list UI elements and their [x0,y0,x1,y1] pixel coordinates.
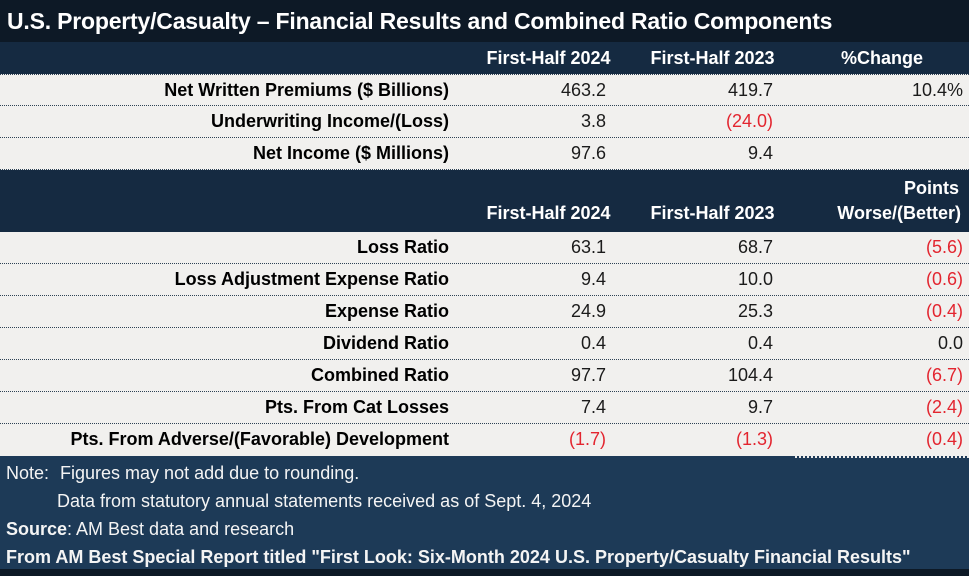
column-header-pct-change: %Change [840,48,923,68]
cell-value: (6.7) [925,365,963,385]
row-label: Dividend Ratio [322,333,449,353]
cell-value: (1.7) [568,429,606,449]
note-line: Note: Figures may not add due to rounding… [0,456,969,487]
table-row: Pts. From Cat Losses 7.4 9.7 (2.4) [0,392,969,424]
cell-value: 7.4 [580,397,606,417]
cell-value: 63.1 [570,237,606,257]
cell-value: (0.4) [925,301,963,321]
cell-value: (5.6) [925,237,963,257]
note-text: Figures may not add due to rounding. [60,463,360,483]
column-header-fh2023: First-Half 2023 [650,203,775,223]
cell-value: 10.0 [737,269,773,289]
column-header-fh2024: First-Half 2024 [486,203,611,223]
table2-header-row: First-Half 2024 First-Half 2023 Worse/(B… [0,200,969,232]
cell-value: 68.7 [737,237,773,257]
table-row: Loss Ratio 63.1 68.7 (5.6) [0,232,969,264]
cell-value: (24.0) [725,111,773,131]
source-label: Source [6,519,68,539]
table-row: Net Written Premiums ($ Billions) 463.2 … [0,74,969,106]
cell-value: 463.2 [560,80,606,100]
row-label: Loss Adjustment Expense Ratio [174,269,449,289]
column-header-worse-better: Worse/(Better) [837,203,961,223]
row-label: Loss Ratio [356,237,449,257]
header-spacer [0,200,467,232]
table-row: Dividend Ratio 0.4 0.4 0.0 [0,328,969,360]
header-spacer [0,42,467,74]
table2-header-block: Points First-Half 2024 First-Half 2023 W… [0,170,969,232]
cell-value: (0.6) [925,269,963,289]
cell-value: 0.4 [747,333,773,353]
row-label: Net Income ($ Millions) [252,143,449,163]
note-label: Note: [6,463,50,483]
table-row: Loss Adjustment Expense Ratio 9.4 10.0 (… [0,264,969,296]
row-label: Expense Ratio [324,301,449,321]
cell-value: 25.3 [737,301,773,321]
page-title: U.S. Property/Casualty – Financial Resul… [0,0,969,42]
cell-value: 97.6 [570,143,606,163]
column-header-fh2023: First-Half 2023 [650,48,775,68]
cell-value: 0.0 [937,333,963,353]
cell-value: 419.7 [727,80,773,100]
cell-value: 0.4 [580,333,606,353]
bottom-border-strip [0,569,969,576]
cell-value: 9.4 [747,143,773,163]
cell-value [795,106,969,137]
cell-value: (1.3) [735,429,773,449]
table-row: Expense Ratio 24.9 25.3 (0.4) [0,296,969,328]
row-label: Pts. From Cat Losses [264,397,449,417]
row-label: Pts. From Adverse/(Favorable) Developmen… [70,429,449,449]
cell-value: (0.4) [925,429,963,449]
table-row: Net Income ($ Millions) 97.6 9.4 [0,138,969,170]
row-label: Combined Ratio [311,365,449,385]
cell-value: 3.8 [580,111,606,131]
column-header-fh2024: First-Half 2024 [486,48,611,68]
dotted-border-segment [795,456,969,458]
cell-value [795,138,969,169]
cell-value: 24.9 [570,301,606,321]
cell-value: 9.7 [747,397,773,417]
note-line-2: Data from statutory annual statements re… [57,491,592,511]
cell-value: (2.4) [925,397,963,417]
table-row: Underwriting Income/(Loss) 3.8 (24.0) [0,106,969,138]
cell-value: 104.4 [727,365,773,385]
report-attribution-line: From AM Best Special Report titled "Firs… [6,547,911,567]
cell-value: 97.7 [570,365,606,385]
table-row: Combined Ratio 97.7 104.4 (6.7) [0,360,969,392]
footer-notes: Note: Figures may not add due to rounding… [0,456,969,576]
table1-header-row: First-Half 2024 First-Half 2023 %Change [0,42,969,74]
source-line: Source: AM Best data and research [0,515,969,543]
row-label: Underwriting Income/(Loss) [210,111,449,131]
row-label: Net Written Premiums ($ Billions) [164,80,449,100]
table-row: Pts. From Adverse/(Favorable) Developmen… [0,424,969,456]
cell-value: 10.4% [911,80,963,100]
source-text: : AM Best data and research [67,519,295,539]
points-header: Points [903,178,959,198]
cell-value: 9.4 [580,269,606,289]
